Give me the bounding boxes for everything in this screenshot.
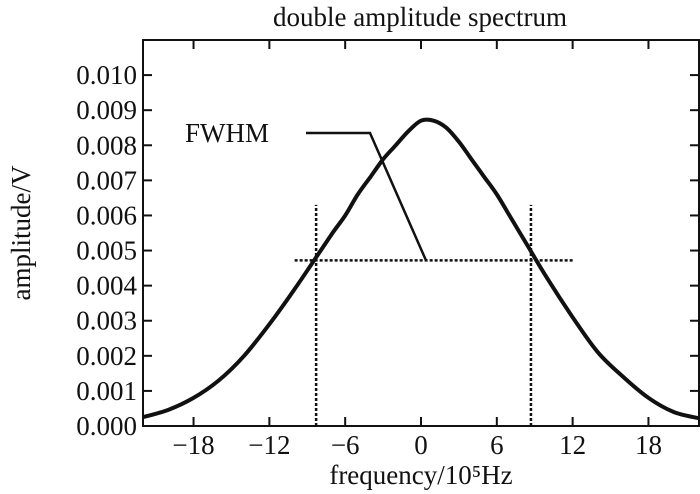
series-line <box>142 117 700 421</box>
x-tick-label: −12 <box>248 430 290 460</box>
fwhm-label: FWHM <box>185 118 269 148</box>
y-tick-label: 0.007 <box>76 165 137 195</box>
x-tick-label: 12 <box>559 430 586 460</box>
y-tick-label: 0.009 <box>76 95 137 125</box>
y-axis: 0.000 0.001 0.002 0.003 0.004 0.005 0.006 0.007… <box>76 60 699 441</box>
x-axis: −18 −12 −6 0 6 12 18 <box>172 40 662 460</box>
y-tick-label: 0.004 <box>76 271 137 301</box>
y-tick-label: 0.006 <box>76 200 137 230</box>
x-axis-label: frequency/10⁵Hz <box>329 460 512 490</box>
y-tick-label: 0.008 <box>76 130 137 160</box>
fwhm-leader-line <box>306 131 428 261</box>
y-tick-label: 0.001 <box>76 376 137 406</box>
x-tick-label: 18 <box>635 430 662 460</box>
y-tick-label: 0.005 <box>76 236 137 266</box>
x-tick-label: −18 <box>172 430 214 460</box>
x-tick-label: −6 <box>331 430 360 460</box>
y-axis-label: amplitude/V <box>6 165 36 300</box>
fwhm-annotation: FWHM <box>185 118 573 426</box>
y-tick-label: 0.002 <box>76 341 137 371</box>
y-tick-label: 0.003 <box>76 306 137 336</box>
chart-title: double amplitude spectrum <box>273 2 567 32</box>
x-tick-label: 6 <box>490 430 504 460</box>
y-tick-label: 0.000 <box>76 411 137 441</box>
x-tick-label: 0 <box>414 430 428 460</box>
y-tick-label: 0.010 <box>76 60 137 90</box>
